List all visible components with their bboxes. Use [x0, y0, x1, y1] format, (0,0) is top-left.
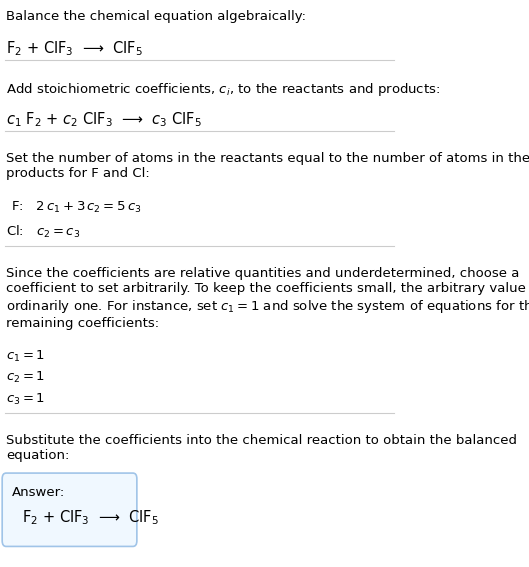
Text: Balance the chemical equation algebraically:: Balance the chemical equation algebraica… — [6, 10, 306, 23]
Text: Cl:   $c_2 = c_3$: Cl: $c_2 = c_3$ — [6, 224, 80, 240]
Text: Set the number of atoms in the reactants equal to the number of atoms in the
pro: Set the number of atoms in the reactants… — [6, 152, 529, 180]
Text: $c_3 = 1$: $c_3 = 1$ — [6, 392, 45, 407]
Text: $c_2 = 1$: $c_2 = 1$ — [6, 370, 45, 386]
Text: Substitute the coefficients into the chemical reaction to obtain the balanced
eq: Substitute the coefficients into the che… — [6, 434, 517, 462]
Text: F:   $2\, c_1 + 3\, c_2 = 5\, c_3$: F: $2\, c_1 + 3\, c_2 = 5\, c_3$ — [11, 200, 142, 215]
Text: Add stoichiometric coefficients, $c_i$, to the reactants and products:: Add stoichiometric coefficients, $c_i$, … — [6, 81, 440, 98]
Text: $c_1 = 1$: $c_1 = 1$ — [6, 349, 45, 364]
Text: $\mathregular{F_2}$ + $\mathregular{ClF_3}$  ⟶  $\mathregular{ClF_5}$: $\mathregular{F_2}$ + $\mathregular{ClF_… — [22, 509, 159, 527]
Text: Answer:: Answer: — [12, 486, 66, 499]
Text: $\mathregular{F_2}$ + $\mathregular{ClF_3}$  ⟶  $\mathregular{ClF_5}$: $\mathregular{F_2}$ + $\mathregular{ClF_… — [6, 39, 143, 58]
Text: Since the coefficients are relative quantities and underdetermined, choose a
coe: Since the coefficients are relative quan… — [6, 267, 529, 329]
FancyBboxPatch shape — [2, 473, 137, 547]
Text: $c_1$ $\mathregular{F_2}$ + $c_2$ $\mathregular{ClF_3}$  ⟶  $c_3$ $\mathregular{: $c_1$ $\mathregular{F_2}$ + $c_2$ $\math… — [6, 111, 202, 129]
